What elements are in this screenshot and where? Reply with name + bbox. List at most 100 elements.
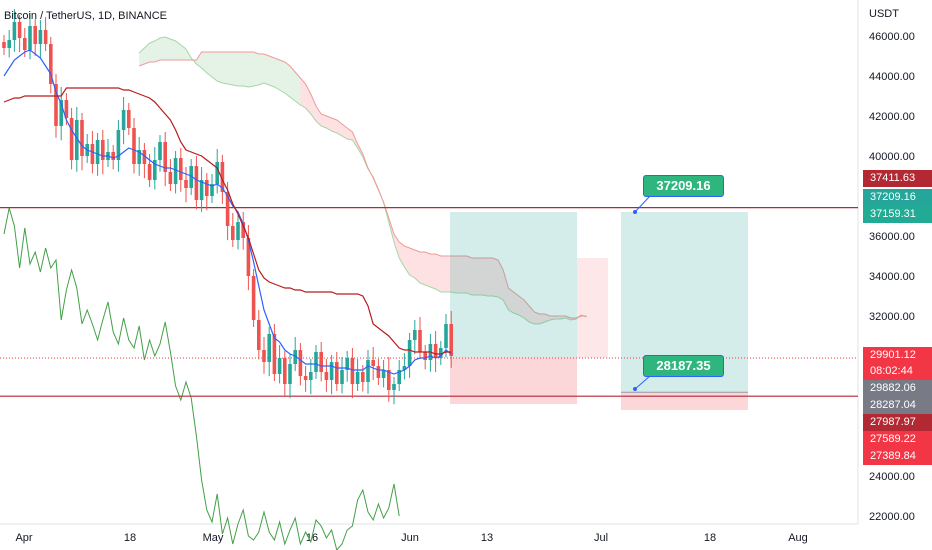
candle-body (49, 44, 53, 84)
candle-body (381, 370, 386, 378)
candle-body (158, 142, 162, 160)
candle-body (179, 158, 183, 180)
candle-body (147, 164, 152, 180)
price-tick-label: 24000.00 (869, 471, 915, 483)
candle-body (283, 358, 287, 384)
price-tick-label: 36000.00 (869, 231, 915, 243)
cloud-span-a (138, 36, 587, 325)
candle-body (288, 364, 292, 384)
candle-body (303, 376, 308, 380)
candle-body (272, 334, 277, 374)
candle-body (350, 358, 355, 384)
candle-body (418, 330, 422, 352)
candle-body (127, 110, 131, 128)
price-tick-label: 42000.00 (869, 111, 915, 123)
price-tick-label: 46000.00 (869, 31, 915, 43)
candle-body (54, 84, 58, 126)
candle-body (335, 362, 339, 384)
position1-extension (577, 258, 608, 358)
price-tag: 27987.97 (863, 414, 932, 431)
position2-loss-zone (621, 392, 748, 410)
candle-body (194, 166, 199, 200)
candle-body (251, 276, 256, 320)
candle-body (137, 150, 141, 164)
candle-body (111, 152, 115, 160)
candle-body (449, 324, 453, 356)
candle-body (132, 128, 136, 164)
time-tick-label: Jun (401, 532, 419, 544)
candle-body (277, 358, 282, 374)
candle-body (220, 162, 225, 192)
candle-body (189, 166, 193, 188)
price-tick-label: 34000.00 (869, 271, 915, 283)
base-line (3, 87, 452, 355)
cloud-bullish (139, 37, 301, 105)
time-tick-label: Aug (788, 532, 808, 544)
candle-body (329, 362, 334, 380)
candle-body (423, 352, 427, 360)
candle-body (90, 144, 95, 164)
candle-body (210, 184, 214, 196)
price-axis-currency: USDT (869, 8, 899, 20)
candle-body (168, 172, 173, 184)
candle-body (387, 370, 391, 390)
target-price-callout[interactable]: 37209.16 (643, 175, 724, 197)
time-tick-label: May (203, 532, 224, 544)
candle-body (241, 222, 245, 238)
candle-body (80, 120, 84, 156)
candle-body (59, 100, 63, 126)
lagging-span (3, 207, 400, 550)
candle-body (33, 26, 37, 44)
time-tick-label: 18 (704, 532, 716, 544)
cloud-span-b (139, 51, 587, 319)
candle-body (28, 26, 32, 50)
stop-price-callout[interactable]: 28187.35 (643, 355, 724, 377)
price-tag: 08:02:44 (863, 363, 932, 380)
candle-body (319, 352, 323, 372)
price-tag: 29882.06 (863, 380, 932, 397)
candle-body (101, 140, 105, 160)
candle-body (69, 118, 74, 160)
candle-body (17, 22, 22, 38)
price-tick-label: 32000.00 (869, 311, 915, 323)
candle-body (402, 366, 407, 370)
time-tick-label: Apr (15, 532, 32, 544)
candle-body (376, 366, 381, 378)
candle-body (298, 350, 303, 376)
price-tag: 37159.31 (863, 206, 932, 223)
candle-body (262, 350, 266, 362)
candle-body (439, 348, 443, 358)
candle-body (236, 222, 240, 240)
position1-loss-zone (450, 357, 577, 404)
candle-body (413, 330, 417, 340)
candle-body (371, 360, 375, 366)
candle-body (267, 334, 271, 362)
candle-body (444, 324, 448, 348)
candle-body (153, 160, 157, 180)
candle-body (173, 158, 178, 184)
candle-body (7, 40, 11, 48)
price-tag: 27589.22 (863, 431, 932, 448)
price-tag: 29901.12 (863, 347, 932, 364)
candle-body (38, 30, 43, 44)
candle-body (205, 180, 209, 196)
lower-callout-pointer (634, 375, 651, 390)
price-tag: 37411.63 (863, 170, 932, 187)
candle-body (345, 358, 349, 370)
candle-body (23, 38, 27, 50)
candle-body (116, 130, 121, 160)
price-tag: 28287.04 (863, 397, 932, 414)
price-tick-label: 22000.00 (869, 511, 915, 523)
position1-profit-zone (450, 212, 577, 358)
candle-body (225, 192, 230, 226)
candle-body (314, 352, 318, 372)
price-tag: 27389.84 (863, 448, 932, 465)
price-tick-label: 44000.00 (869, 71, 915, 83)
candle-body (215, 162, 219, 184)
candle-body (184, 180, 188, 188)
candle-body (2, 42, 6, 48)
lower-callout-anchor (633, 387, 637, 391)
candle-body (43, 30, 48, 44)
candle-body (199, 180, 204, 200)
